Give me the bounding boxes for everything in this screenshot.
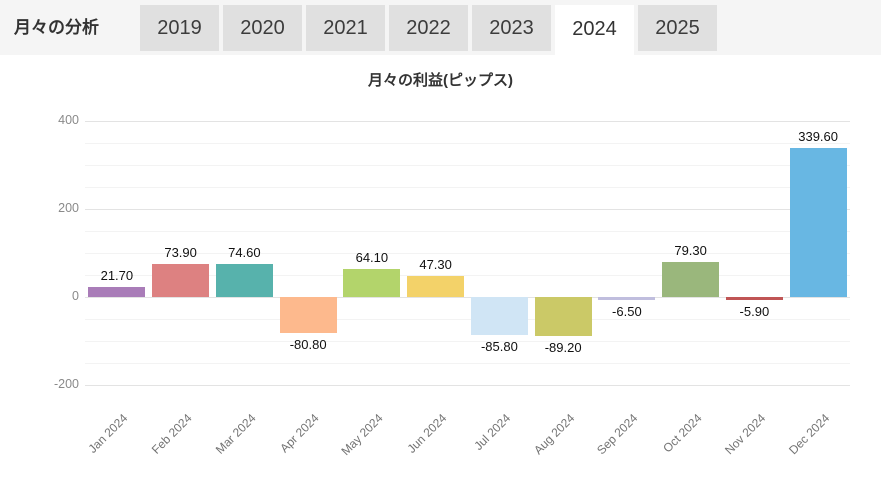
bar-jul-2024[interactable]: [470, 297, 528, 335]
year-tabs-bar: 月々の分析 2019 2020 2021 2022 2023 2024 2025: [0, 0, 881, 55]
bar-dec-2024[interactable]: [789, 147, 847, 297]
y-axis-tick-label: 200: [58, 201, 79, 215]
minor-gridline: [85, 143, 850, 144]
section-title: 月々の分析: [14, 18, 99, 37]
bar-may-2024[interactable]: [343, 268, 401, 297]
x-axis-label-may-2024: May 2024: [338, 411, 386, 459]
bar-feb-2024[interactable]: [152, 264, 210, 297]
plot-area: -200 0 200 400 21.70 Jan 2024 73.90 Feb 2024 74.…: [0, 55, 881, 478]
bar-nov-2024[interactable]: [725, 297, 783, 300]
bar-value-label: -89.20: [544, 340, 582, 356]
x-axis-label-jan-2024: Jan 2024: [85, 411, 131, 456]
bar-value-label: 74.60: [228, 245, 261, 261]
major-gridline: [85, 209, 850, 210]
tab-2023[interactable]: 2023: [472, 5, 551, 51]
tab-2019[interactable]: 2019: [140, 5, 219, 51]
bar-value-label: 64.10: [355, 249, 389, 265]
minor-gridline: [85, 187, 850, 188]
bar-mar-2024[interactable]: [215, 264, 273, 297]
major-gridline: [85, 297, 850, 298]
minor-gridline: [85, 231, 850, 232]
minor-gridline: [85, 253, 850, 254]
bar-value-label: -85.80: [480, 338, 518, 354]
x-axis-label-feb-2024: Feb 2024: [148, 411, 195, 457]
x-axis-label-oct-2024: Oct 2024: [660, 411, 705, 456]
tab-2020[interactable]: 2020: [223, 5, 302, 51]
bar-oct-2024[interactable]: [662, 262, 720, 297]
bar-value-label: -80.80: [289, 336, 327, 352]
minor-gridline: [85, 363, 850, 364]
bar-value-label: 73.90: [164, 245, 197, 261]
y-axis-tick-label: -200: [53, 377, 79, 391]
x-axis-label-jun-2024: Jun 2024: [404, 411, 450, 456]
bar-jun-2024[interactable]: [407, 276, 465, 297]
y-axis-tick-label: 400: [58, 113, 79, 127]
bar-sep-2024[interactable]: [598, 297, 656, 300]
major-gridline: [85, 121, 850, 122]
y-axis-tick-label: 0: [72, 289, 79, 303]
minor-gridline: [85, 165, 850, 166]
tab-2021[interactable]: 2021: [306, 5, 385, 51]
bar-value-label: 79.30: [674, 243, 707, 259]
x-axis-label-dec-2024: Dec 2024: [785, 411, 833, 458]
bar-aug-2024[interactable]: [534, 297, 592, 337]
tab-2024[interactable]: 2024: [555, 5, 634, 55]
major-gridline: [85, 385, 850, 386]
chart-title: 月々の利益(ピップス): [368, 72, 513, 89]
x-axis-label-apr-2024: Apr 2024: [277, 411, 323, 456]
minor-gridline: [85, 275, 850, 276]
bar-value-label: 47.30: [419, 257, 452, 273]
bar-value-label: 339.60: [798, 128, 838, 144]
tab-2022[interactable]: 2022: [389, 5, 468, 51]
bar-apr-2024[interactable]: [279, 297, 337, 333]
x-axis-label-sep-2024: Sep 2024: [594, 411, 641, 458]
bar-value-label: -6.50: [612, 303, 642, 319]
bar-jan-2024[interactable]: [88, 287, 146, 297]
bar-value-label: 21.70: [100, 268, 134, 284]
x-axis-label-jul-2024: Jul 2024: [471, 411, 514, 453]
x-axis-label-nov-2024: Nov 2024: [722, 411, 769, 458]
tab-2025[interactable]: 2025: [638, 5, 717, 51]
x-axis-label-aug-2024: Aug 2024: [530, 411, 578, 458]
minor-gridline: [85, 341, 850, 342]
bar-value-label: -5.90: [739, 303, 770, 319]
minor-gridline: [85, 319, 850, 320]
profit-chart: 月々の利益(ピップス) -200 0 200 400 21.70 Jan 2024 73.9…: [0, 55, 881, 478]
x-axis-label-mar-2024: Mar 2024: [212, 411, 259, 457]
